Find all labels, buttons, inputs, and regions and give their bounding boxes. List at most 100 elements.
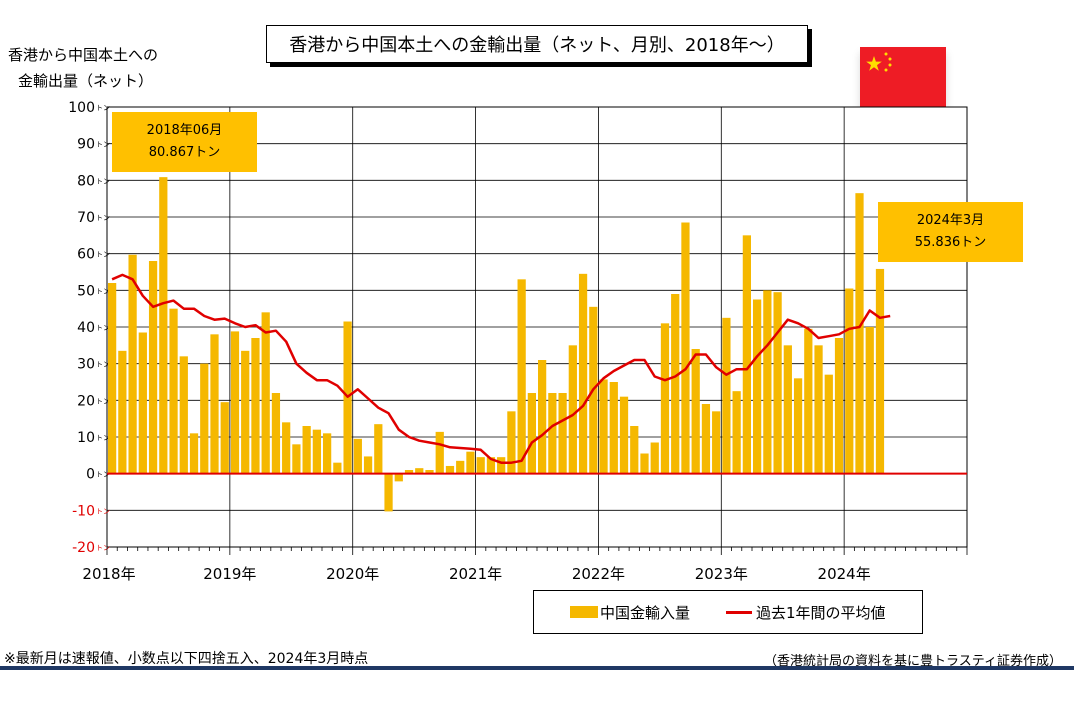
bar [783, 345, 792, 474]
bar [578, 273, 588, 474]
bar [292, 444, 301, 474]
callout-2024-03-value: 55.836トン [914, 235, 987, 250]
chart-title: 香港から中国本土への金輸出量（ネット、月別、2018年～） [266, 25, 808, 63]
bar [312, 429, 321, 474]
y-tick-unit: トン [96, 471, 110, 479]
y-tick-label: 60 [77, 247, 95, 263]
bar [333, 462, 342, 474]
bar [159, 177, 168, 474]
bar [875, 268, 885, 474]
bar [210, 334, 219, 474]
bar [456, 460, 465, 474]
x-year-label: 2019年 [203, 565, 256, 583]
y-tick-unit: トン [96, 434, 110, 442]
legend-item-line: 過去1年間の平均値 [690, 602, 886, 623]
bar [650, 442, 659, 474]
bar [353, 438, 362, 474]
y-tick-unit: トン [96, 361, 110, 369]
bar [712, 411, 721, 474]
bar [189, 433, 199, 474]
y-tick-label: -20 [72, 540, 95, 556]
x-year-label: 2020年 [326, 565, 379, 583]
y-tick-label: 40 [77, 320, 95, 336]
y-tick-label: 0 [86, 467, 95, 483]
callout-2024-03: 2024年3月 55.836トン [878, 202, 1023, 262]
x-year-label: 2022年 [572, 565, 625, 583]
y-tick-label: 90 [77, 137, 95, 153]
bar [793, 378, 803, 474]
callout-2018-06-value: 80.867トン [148, 145, 221, 160]
bar [630, 426, 639, 474]
x-year-label: 2018年 [82, 565, 135, 583]
y-tick-label: 10 [77, 430, 95, 446]
bar [845, 288, 854, 474]
bar [671, 294, 680, 474]
bar [282, 422, 291, 474]
y-tick-label: 70 [77, 210, 95, 226]
y-tick-unit: トン [96, 544, 110, 552]
bar [558, 393, 567, 474]
bar [404, 470, 414, 474]
bar [261, 312, 270, 474]
callout-2018-06: 2018年06月 80.867トン [112, 112, 257, 172]
source-note: （香港統計局の資料を基に豊トラスティ証券作成） [764, 654, 1062, 669]
bar [415, 468, 424, 474]
bar [691, 349, 700, 474]
bar [425, 470, 434, 474]
china-flag-icon [860, 47, 946, 111]
legend-line-swatch [726, 610, 753, 614]
bar [804, 328, 813, 474]
bar [701, 404, 711, 474]
bar [732, 391, 741, 474]
legend-line-label: 過去1年間の平均値 [756, 603, 886, 622]
bar [363, 456, 373, 474]
bar [486, 457, 496, 474]
bar [660, 323, 670, 474]
bar [251, 338, 260, 474]
y-tick-unit: トン [96, 214, 110, 222]
bar [834, 338, 844, 474]
bar [568, 345, 577, 474]
legend-bar-label: 中国金輸入量 [600, 603, 691, 622]
bar [220, 402, 229, 474]
legend-bar-swatch [570, 606, 598, 618]
bar [169, 308, 178, 474]
bar [599, 379, 608, 474]
bar [773, 292, 782, 474]
bar [722, 317, 731, 474]
bar [742, 235, 751, 474]
callout-2018-06-date: 2018年06月 [146, 123, 223, 138]
bar [865, 327, 874, 474]
bar [619, 396, 629, 474]
y-tick-label: 30 [77, 357, 95, 373]
bar [445, 465, 455, 474]
bar [681, 222, 690, 474]
bar [763, 290, 772, 474]
bar [609, 382, 618, 474]
bar [108, 283, 117, 474]
bar [302, 426, 311, 474]
y-tick-label: 100 [68, 100, 95, 116]
y-tick-unit: トン [96, 177, 110, 185]
y-unit-line-1: 香港から中国本土への [8, 46, 159, 64]
bar [241, 350, 250, 474]
bar [753, 299, 762, 474]
y-tick-label: 80 [77, 173, 95, 189]
callout-2024-03-date: 2024年3月 [916, 213, 985, 228]
bar [323, 433, 332, 474]
bar [200, 363, 209, 474]
bar [507, 411, 516, 474]
y-tick-unit: トン [96, 324, 110, 332]
y-tick-label: 20 [77, 393, 95, 409]
bar [179, 356, 188, 474]
x-year-label: 2024年 [818, 565, 871, 583]
y-tick-unit: トン [96, 251, 110, 259]
y-tick-label: 50 [77, 283, 95, 299]
bar [855, 193, 864, 474]
y-tick-unit: トン [96, 287, 110, 295]
x-year-label: 2021年 [449, 565, 502, 583]
bar [384, 473, 393, 512]
bar [548, 393, 557, 474]
bar [230, 331, 240, 474]
